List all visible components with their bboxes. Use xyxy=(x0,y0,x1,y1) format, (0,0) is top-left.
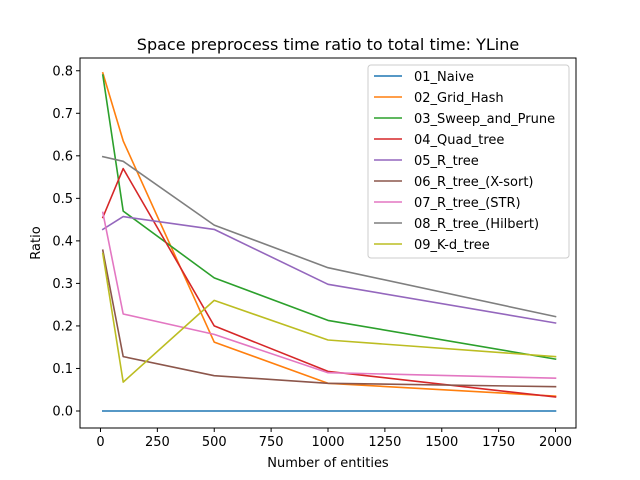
legend-label: 04_Quad_tree xyxy=(414,133,504,148)
series-line-07-r-tree-str- xyxy=(101,211,557,380)
x-tick-label: 0 xyxy=(96,435,104,450)
x-tick-label: 250 xyxy=(145,435,170,450)
legend-label: 06_R_tree_(X-sort) xyxy=(414,175,534,190)
x-tick-label: 750 xyxy=(259,435,284,450)
x-tick-label: 1000 xyxy=(311,435,344,450)
x-axis-label: Number of entities xyxy=(267,456,389,471)
x-tick-label: 1250 xyxy=(368,435,401,450)
series-line-09-k-d-tree xyxy=(101,252,557,383)
y-tick-label: 0.7 xyxy=(52,107,73,122)
chart-title: Space preprocess time ratio to total tim… xyxy=(137,35,519,54)
y-tick-label: 0.0 xyxy=(52,404,73,419)
x-tick-label: 1500 xyxy=(425,435,458,450)
x-tick-label: 2000 xyxy=(539,435,572,450)
x-tick-label: 1750 xyxy=(482,435,515,450)
legend-label: 03_Sweep_and_Prune xyxy=(414,112,555,127)
y-tick-label: 0.5 xyxy=(52,192,73,207)
y-tick-label: 0.4 xyxy=(52,234,73,249)
legend-box xyxy=(367,64,570,259)
legend-label: 09_K-d_tree xyxy=(414,238,490,253)
legend-label: 01_Naive xyxy=(414,70,474,85)
series-line-08-r-tree-hilbert- xyxy=(101,155,557,318)
y-axis-label: Ratio xyxy=(29,226,44,259)
y-axis-ticks: 0.0 0.1 0.2 0.3 0.4 0.5 0.6 0.7 0.8 xyxy=(52,64,80,419)
series-line-06-r-tree-x-sort- xyxy=(101,249,557,388)
series-line-05-r-tree xyxy=(101,215,557,324)
legend: 01_Naive 02_Grid_Hash 03_Sweep_and_Prune 04… xyxy=(367,64,570,259)
legend-label: 05_R_tree xyxy=(414,154,479,169)
y-tick-label: 0.2 xyxy=(52,319,73,334)
x-axis-ticks: 0 250 500 750 1000 1250 1500 1750 2000 xyxy=(96,428,572,450)
series-layer xyxy=(101,71,557,412)
y-tick-label: 0.8 xyxy=(52,64,73,79)
y-tick-label: 0.6 xyxy=(52,149,73,164)
x-tick-label: 500 xyxy=(202,435,227,450)
series-line-04-quad-tree xyxy=(101,167,557,398)
legend-label: 07_R_tree_(STR) xyxy=(414,196,521,211)
series-line-02-grid-hash xyxy=(101,71,557,397)
series-line-03-sweep-and-prune xyxy=(101,74,557,361)
legend-label: 02_Grid_Hash xyxy=(414,91,504,106)
y-tick-label: 0.1 xyxy=(52,362,73,377)
y-tick-label: 0.3 xyxy=(52,277,73,292)
legend-label: 08_R_tree_(Hilbert) xyxy=(414,217,539,232)
